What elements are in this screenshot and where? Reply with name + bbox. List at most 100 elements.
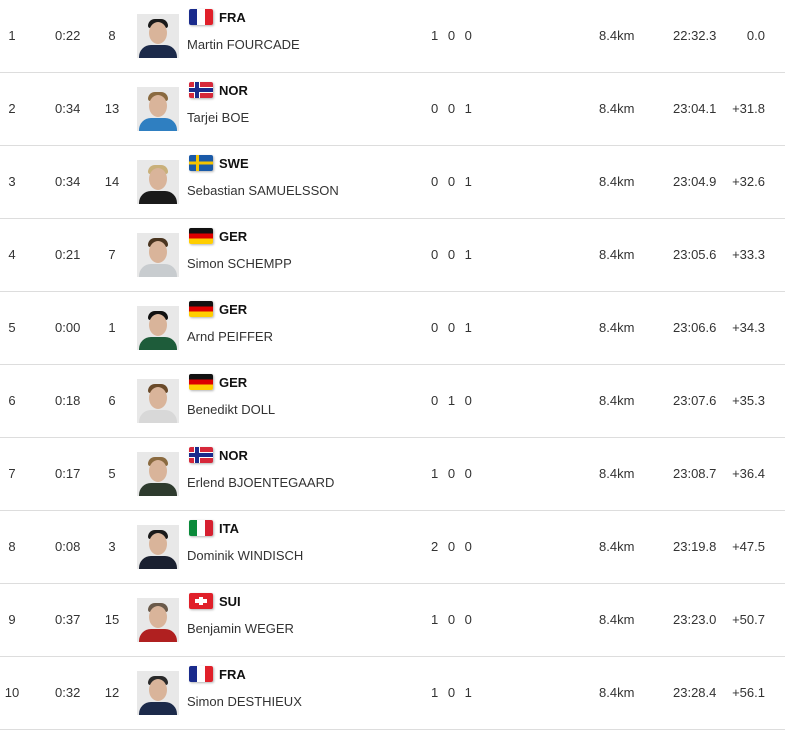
athlete-photo xyxy=(137,598,179,642)
start-time: 0:08 xyxy=(55,539,81,554)
table-row[interactable]: 7 0:17 5 NOR Erlend BJOENTEGAARD 1 0 0 8… xyxy=(0,438,785,511)
distance: 8.4km xyxy=(599,320,635,335)
table-row[interactable]: 10 0:32 12 FRA Simon DESTHIEUX 1 0 1 8.4… xyxy=(0,657,785,730)
flag-icon xyxy=(189,155,213,171)
distance: 8.4km xyxy=(599,174,635,189)
athlete-photo xyxy=(137,14,179,58)
nation-code: NOR xyxy=(219,448,248,463)
time-behind: +56.1 xyxy=(732,685,765,700)
nation-code: SWE xyxy=(219,156,249,171)
athlete-photo xyxy=(137,233,179,277)
flag-icon xyxy=(189,520,213,536)
finish-time: 23:05.6 xyxy=(673,247,717,262)
shooting-results: 0 0 1 xyxy=(431,101,472,116)
shooting-results: 1 0 0 xyxy=(431,466,472,481)
table-row[interactable]: 3 0:34 14 SWE Sebastian SAMUELSSON 0 0 1… xyxy=(0,146,785,219)
table-row[interactable]: 2 0:34 13 NOR Tarjei BOE 0 0 1 8.4km 23:… xyxy=(0,73,785,146)
bib-number: 8 xyxy=(108,28,116,43)
nation-code: GER xyxy=(219,375,248,390)
athlete-name[interactable]: Martin FOURCADE xyxy=(187,37,300,52)
shooting-results: 2 0 0 xyxy=(431,539,472,554)
athlete-photo xyxy=(137,671,179,715)
rank: 1 xyxy=(8,28,16,43)
athlete-name[interactable]: Dominik WINDISCH xyxy=(187,548,304,563)
bib-number: 5 xyxy=(108,466,116,481)
bib-number: 13 xyxy=(104,101,120,116)
athlete-name[interactable]: Benedikt DOLL xyxy=(187,402,276,417)
bib-number: 14 xyxy=(104,174,120,189)
shooting-results: 0 1 0 xyxy=(431,393,472,408)
finish-time: 23:04.1 xyxy=(673,101,717,116)
start-time: 0:34 xyxy=(55,101,81,116)
rank: 2 xyxy=(8,101,16,116)
bib-number: 3 xyxy=(108,539,116,554)
bib-number: 15 xyxy=(104,612,120,627)
table-row[interactable]: 9 0:37 15 SUI Benjamin WEGER 1 0 0 8.4km… xyxy=(0,584,785,657)
distance: 8.4km xyxy=(599,393,635,408)
nation-code: FRA xyxy=(219,10,246,25)
shooting-results: 0 0 1 xyxy=(431,247,472,262)
rank: 5 xyxy=(8,320,16,335)
athlete-photo xyxy=(137,87,179,131)
nation-code: ITA xyxy=(219,521,239,536)
start-time: 0:18 xyxy=(55,393,81,408)
table-row[interactable]: 4 0:21 7 GER Simon SCHEMPP 0 0 1 8.4km 2… xyxy=(0,219,785,292)
athlete-name[interactable]: Simon DESTHIEUX xyxy=(187,694,302,709)
athlete-name[interactable]: Tarjei BOE xyxy=(187,110,250,125)
rank: 4 xyxy=(8,247,16,262)
athlete-name[interactable]: Benjamin WEGER xyxy=(187,621,294,636)
flag-icon xyxy=(189,374,213,390)
start-time: 0:32 xyxy=(55,685,81,700)
distance: 8.4km xyxy=(599,539,635,554)
bib-number: 1 xyxy=(108,320,116,335)
rank: 9 xyxy=(8,612,16,627)
distance: 8.4km xyxy=(599,685,635,700)
table-row[interactable]: 5 0:00 1 GER Arnd PEIFFER 0 0 1 8.4km 23… xyxy=(0,292,785,365)
distance: 8.4km xyxy=(599,28,635,43)
rank: 7 xyxy=(8,466,16,481)
start-time: 0:17 xyxy=(55,466,81,481)
start-time: 0:21 xyxy=(55,247,81,262)
time-behind: +47.5 xyxy=(732,539,765,554)
athlete-photo xyxy=(137,379,179,423)
athlete-photo xyxy=(137,452,179,496)
athlete-name[interactable]: Sebastian SAMUELSSON xyxy=(187,183,339,198)
time-behind: +35.3 xyxy=(732,393,765,408)
table-row[interactable]: 8 0:08 3 ITA Dominik WINDISCH 2 0 0 8.4k… xyxy=(0,511,785,584)
shooting-results: 1 0 1 xyxy=(431,685,472,700)
finish-time: 23:23.0 xyxy=(673,612,717,627)
table-row[interactable]: 6 0:18 6 GER Benedikt DOLL 0 1 0 8.4km 2… xyxy=(0,365,785,438)
time-behind: 0.0 xyxy=(746,28,765,43)
flag-icon xyxy=(189,447,213,463)
finish-time: 23:06.6 xyxy=(673,320,717,335)
distance: 8.4km xyxy=(599,101,635,116)
nation-code: GER xyxy=(219,302,248,317)
time-behind: +50.7 xyxy=(732,612,765,627)
bib-number: 12 xyxy=(104,685,120,700)
start-time: 0:37 xyxy=(55,612,81,627)
nation-code: SUI xyxy=(219,594,241,609)
table-row[interactable]: 1 0:22 8 FRA Martin FOURCADE 1 0 0 8.4km… xyxy=(0,0,785,73)
shooting-results: 0 0 1 xyxy=(431,174,472,189)
distance: 8.4km xyxy=(599,466,635,481)
athlete-name[interactable]: Erlend BJOENTEGAARD xyxy=(187,475,335,490)
rank: 10 xyxy=(4,685,20,700)
rank: 3 xyxy=(8,174,16,189)
flag-icon xyxy=(189,666,213,682)
nation-code: GER xyxy=(219,229,248,244)
finish-time: 22:32.3 xyxy=(673,28,717,43)
start-time: 0:22 xyxy=(55,28,81,43)
nation-code: NOR xyxy=(219,83,248,98)
athlete-name[interactable]: Arnd PEIFFER xyxy=(187,329,273,344)
nation-code: FRA xyxy=(219,667,246,682)
flag-icon xyxy=(189,593,213,609)
finish-time: 23:08.7 xyxy=(673,466,717,481)
bib-number: 6 xyxy=(108,393,116,408)
shooting-results: 1 0 0 xyxy=(431,28,472,43)
finish-time: 23:19.8 xyxy=(673,539,717,554)
finish-time: 23:07.6 xyxy=(673,393,717,408)
finish-time: 23:04.9 xyxy=(673,174,717,189)
start-time: 0:00 xyxy=(55,320,81,335)
start-time: 0:34 xyxy=(55,174,81,189)
athlete-name[interactable]: Simon SCHEMPP xyxy=(187,256,292,271)
